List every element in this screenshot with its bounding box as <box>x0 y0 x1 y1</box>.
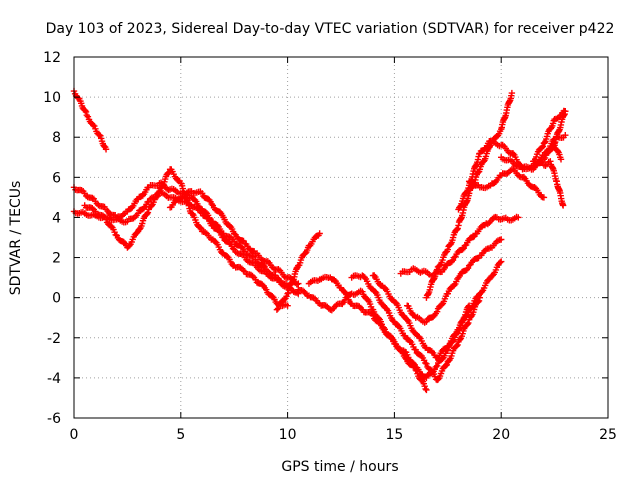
axis-ticks: 0 5 10 15 20 25 -6 -4 -2 0 2 4 6 8 10 12 <box>43 50 617 443</box>
x-tick-label: 0 <box>70 427 79 443</box>
y-tick-label: 0 <box>52 291 61 307</box>
series-trace <box>274 232 322 312</box>
series-trace <box>350 272 483 383</box>
data-series <box>166 188 302 288</box>
data-series <box>348 272 484 384</box>
data-series <box>465 165 548 201</box>
data-series <box>273 230 323 313</box>
series-trace <box>405 236 503 326</box>
y-tick-label: 2 <box>52 251 61 267</box>
data-point <box>423 360 430 368</box>
y-tick-label: -2 <box>47 331 61 347</box>
data-series <box>404 236 505 326</box>
y-tick-label: 10 <box>43 90 61 106</box>
data-point <box>423 386 430 394</box>
plot-frame <box>73 56 609 419</box>
series-trace <box>467 165 546 201</box>
y-tick-label: 6 <box>52 170 61 186</box>
data-series <box>369 258 505 362</box>
x-tick-label: 25 <box>599 427 617 443</box>
data-series <box>530 107 569 165</box>
series-trace <box>531 107 567 165</box>
y-axis-label: SDTVAR / TECUs <box>8 181 24 296</box>
data-point <box>273 306 281 313</box>
x-tick-label: 10 <box>279 427 297 443</box>
x-tick-label: 5 <box>176 427 185 443</box>
y-tick-label: -4 <box>47 371 61 387</box>
data-series <box>540 158 567 209</box>
data-series <box>423 89 516 301</box>
x-tick-label: 20 <box>492 427 510 443</box>
y-tick-label: -6 <box>47 411 61 427</box>
y-tick-label: 8 <box>52 130 61 146</box>
series-trace <box>371 259 504 361</box>
series-trace <box>83 166 289 310</box>
series-trace <box>542 158 566 208</box>
x-axis-label: GPS time / hours <box>281 459 398 475</box>
x-tick-label: 15 <box>385 427 403 443</box>
series-trace <box>72 179 300 296</box>
series-trace <box>307 273 429 393</box>
series-trace <box>168 188 300 288</box>
data-series <box>305 273 430 394</box>
data-series <box>544 141 565 163</box>
data-series <box>81 166 291 310</box>
y-tick-label: 4 <box>52 210 61 226</box>
grid <box>74 57 608 418</box>
chart-title: Day 103 of 2023, Sidereal Day-to-day VTE… <box>46 21 615 37</box>
data-series <box>397 213 522 280</box>
series-trace <box>546 141 564 161</box>
data-point <box>433 362 441 370</box>
y-tick-label: 12 <box>43 50 61 66</box>
series-layer <box>70 87 569 394</box>
data-series <box>70 179 302 297</box>
series-trace <box>71 90 109 151</box>
